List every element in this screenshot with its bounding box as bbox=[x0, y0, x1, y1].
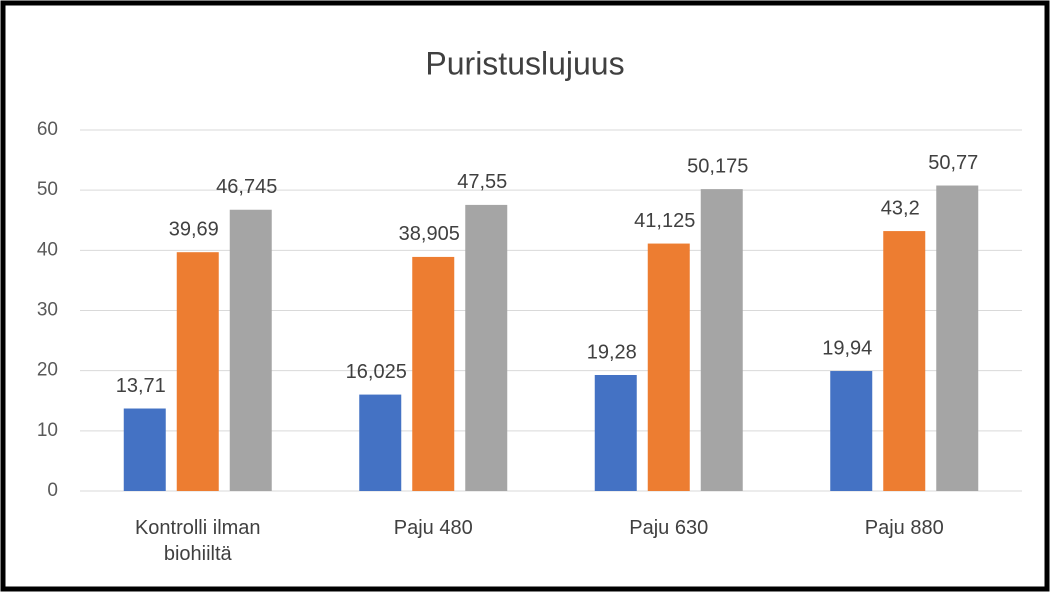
data-label: 50,175 bbox=[687, 155, 748, 177]
chart-title: Puristuslujuus bbox=[425, 45, 624, 81]
bar bbox=[359, 394, 402, 491]
x-tick-label: Kontrolli ilman biohiiltä bbox=[134, 517, 261, 565]
y-tick-label: 0 bbox=[47, 480, 58, 501]
y-tick-label: 50 bbox=[37, 179, 58, 200]
data-label: 19,94 bbox=[822, 337, 872, 359]
data-label: 16,025 bbox=[346, 361, 407, 383]
data-label: 39,69 bbox=[169, 218, 219, 240]
x-tick-label: Paju 630 bbox=[629, 517, 709, 539]
x-tick-label: Paju 880 bbox=[864, 517, 944, 539]
x-tick-label: Paju 480 bbox=[393, 517, 473, 539]
data-label: 19,28 bbox=[587, 341, 637, 363]
data-label: 47,55 bbox=[457, 171, 507, 193]
bar bbox=[936, 185, 979, 492]
bar bbox=[465, 204, 508, 491]
data-label: 50,77 bbox=[928, 152, 978, 174]
y-tick-label: 30 bbox=[37, 300, 58, 321]
bar bbox=[176, 252, 219, 491]
bar bbox=[229, 209, 272, 491]
bar bbox=[647, 243, 690, 491]
bar bbox=[830, 371, 873, 491]
data-label: 41,125 bbox=[634, 210, 695, 232]
bar bbox=[412, 256, 455, 491]
y-tick-label: 60 bbox=[37, 119, 58, 140]
y-tick-label: 20 bbox=[37, 360, 58, 381]
bar bbox=[700, 189, 743, 491]
bar bbox=[594, 374, 637, 491]
data-label: 38,905 bbox=[399, 223, 460, 245]
bar bbox=[123, 408, 166, 491]
y-tick-label: 40 bbox=[37, 239, 58, 260]
data-label: 43,2 bbox=[881, 197, 920, 219]
data-label: 13,71 bbox=[116, 375, 166, 397]
y-tick-label: 10 bbox=[37, 420, 58, 441]
bar bbox=[883, 231, 926, 491]
data-label: 46,745 bbox=[216, 176, 277, 198]
